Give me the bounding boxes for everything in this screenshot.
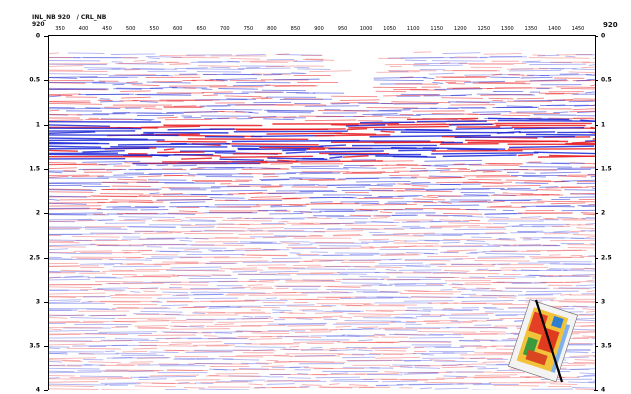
y-tick-label-right: 3.5	[601, 343, 612, 350]
y-tick-label-left: 1.5	[29, 165, 40, 172]
inline-label: INL_NB 920 / CRL_NB	[32, 14, 106, 21]
y-tick-label-right: 2	[601, 210, 605, 217]
location-map-icon	[506, 298, 582, 384]
x-tick-label: 1000	[360, 26, 373, 32]
x-tick-label: 550	[149, 26, 159, 32]
y-tick-label-left: 3	[36, 298, 40, 305]
x-tick-label: 350	[55, 26, 65, 32]
x-tick-label: 750	[244, 26, 254, 32]
x-tick-label: 1100	[407, 26, 420, 32]
x-tick-label: 450	[102, 26, 112, 32]
x-tick-label: 850	[291, 26, 301, 32]
x-tick-label: 1150	[430, 26, 443, 32]
x-tick-label: 1050	[383, 26, 396, 32]
x-tick-label: 1200	[454, 26, 467, 32]
left-trace-label: 920	[32, 21, 45, 28]
x-tick-label: 650	[196, 26, 206, 32]
x-tick-label: 400	[79, 26, 89, 32]
y-tick-label-right: 1	[601, 121, 605, 128]
y-tick-label-left: 0	[36, 33, 40, 40]
x-tick-label: 700	[220, 26, 230, 32]
y-tick-label-left: 4	[36, 387, 40, 394]
x-tick-label: 500	[126, 26, 136, 32]
right-trace-label: 920	[603, 21, 618, 29]
y-tick-label-right: 0.5	[601, 77, 612, 84]
y-tick-label-left: 0.5	[29, 77, 40, 84]
y-tick-label-right: 4	[601, 387, 605, 394]
x-tick-label: 950	[338, 26, 348, 32]
y-tick-label-left: 2.5	[29, 254, 40, 261]
x-tick-label: 800	[267, 26, 277, 32]
x-tick-label: 1350	[525, 26, 538, 32]
x-tick-label: 900	[314, 26, 324, 32]
x-tick-label: 1300	[501, 26, 514, 32]
x-tick-label: 1450	[572, 26, 585, 32]
x-tick-label: 1250	[477, 26, 490, 32]
y-tick-label-right: 0	[601, 33, 605, 40]
y-tick-label-right: 1.5	[601, 165, 612, 172]
y-tick-mark	[44, 390, 48, 391]
x-tick-label: 600	[173, 26, 183, 32]
y-tick-label-left: 3.5	[29, 343, 40, 350]
x-tick-label: 1400	[548, 26, 561, 32]
y-tick-label-right: 3	[601, 298, 605, 305]
y-tick-mark	[594, 390, 598, 391]
y-tick-label-left: 1	[36, 121, 40, 128]
y-tick-label-left: 2	[36, 210, 40, 217]
y-tick-label-right: 2.5	[601, 254, 612, 261]
